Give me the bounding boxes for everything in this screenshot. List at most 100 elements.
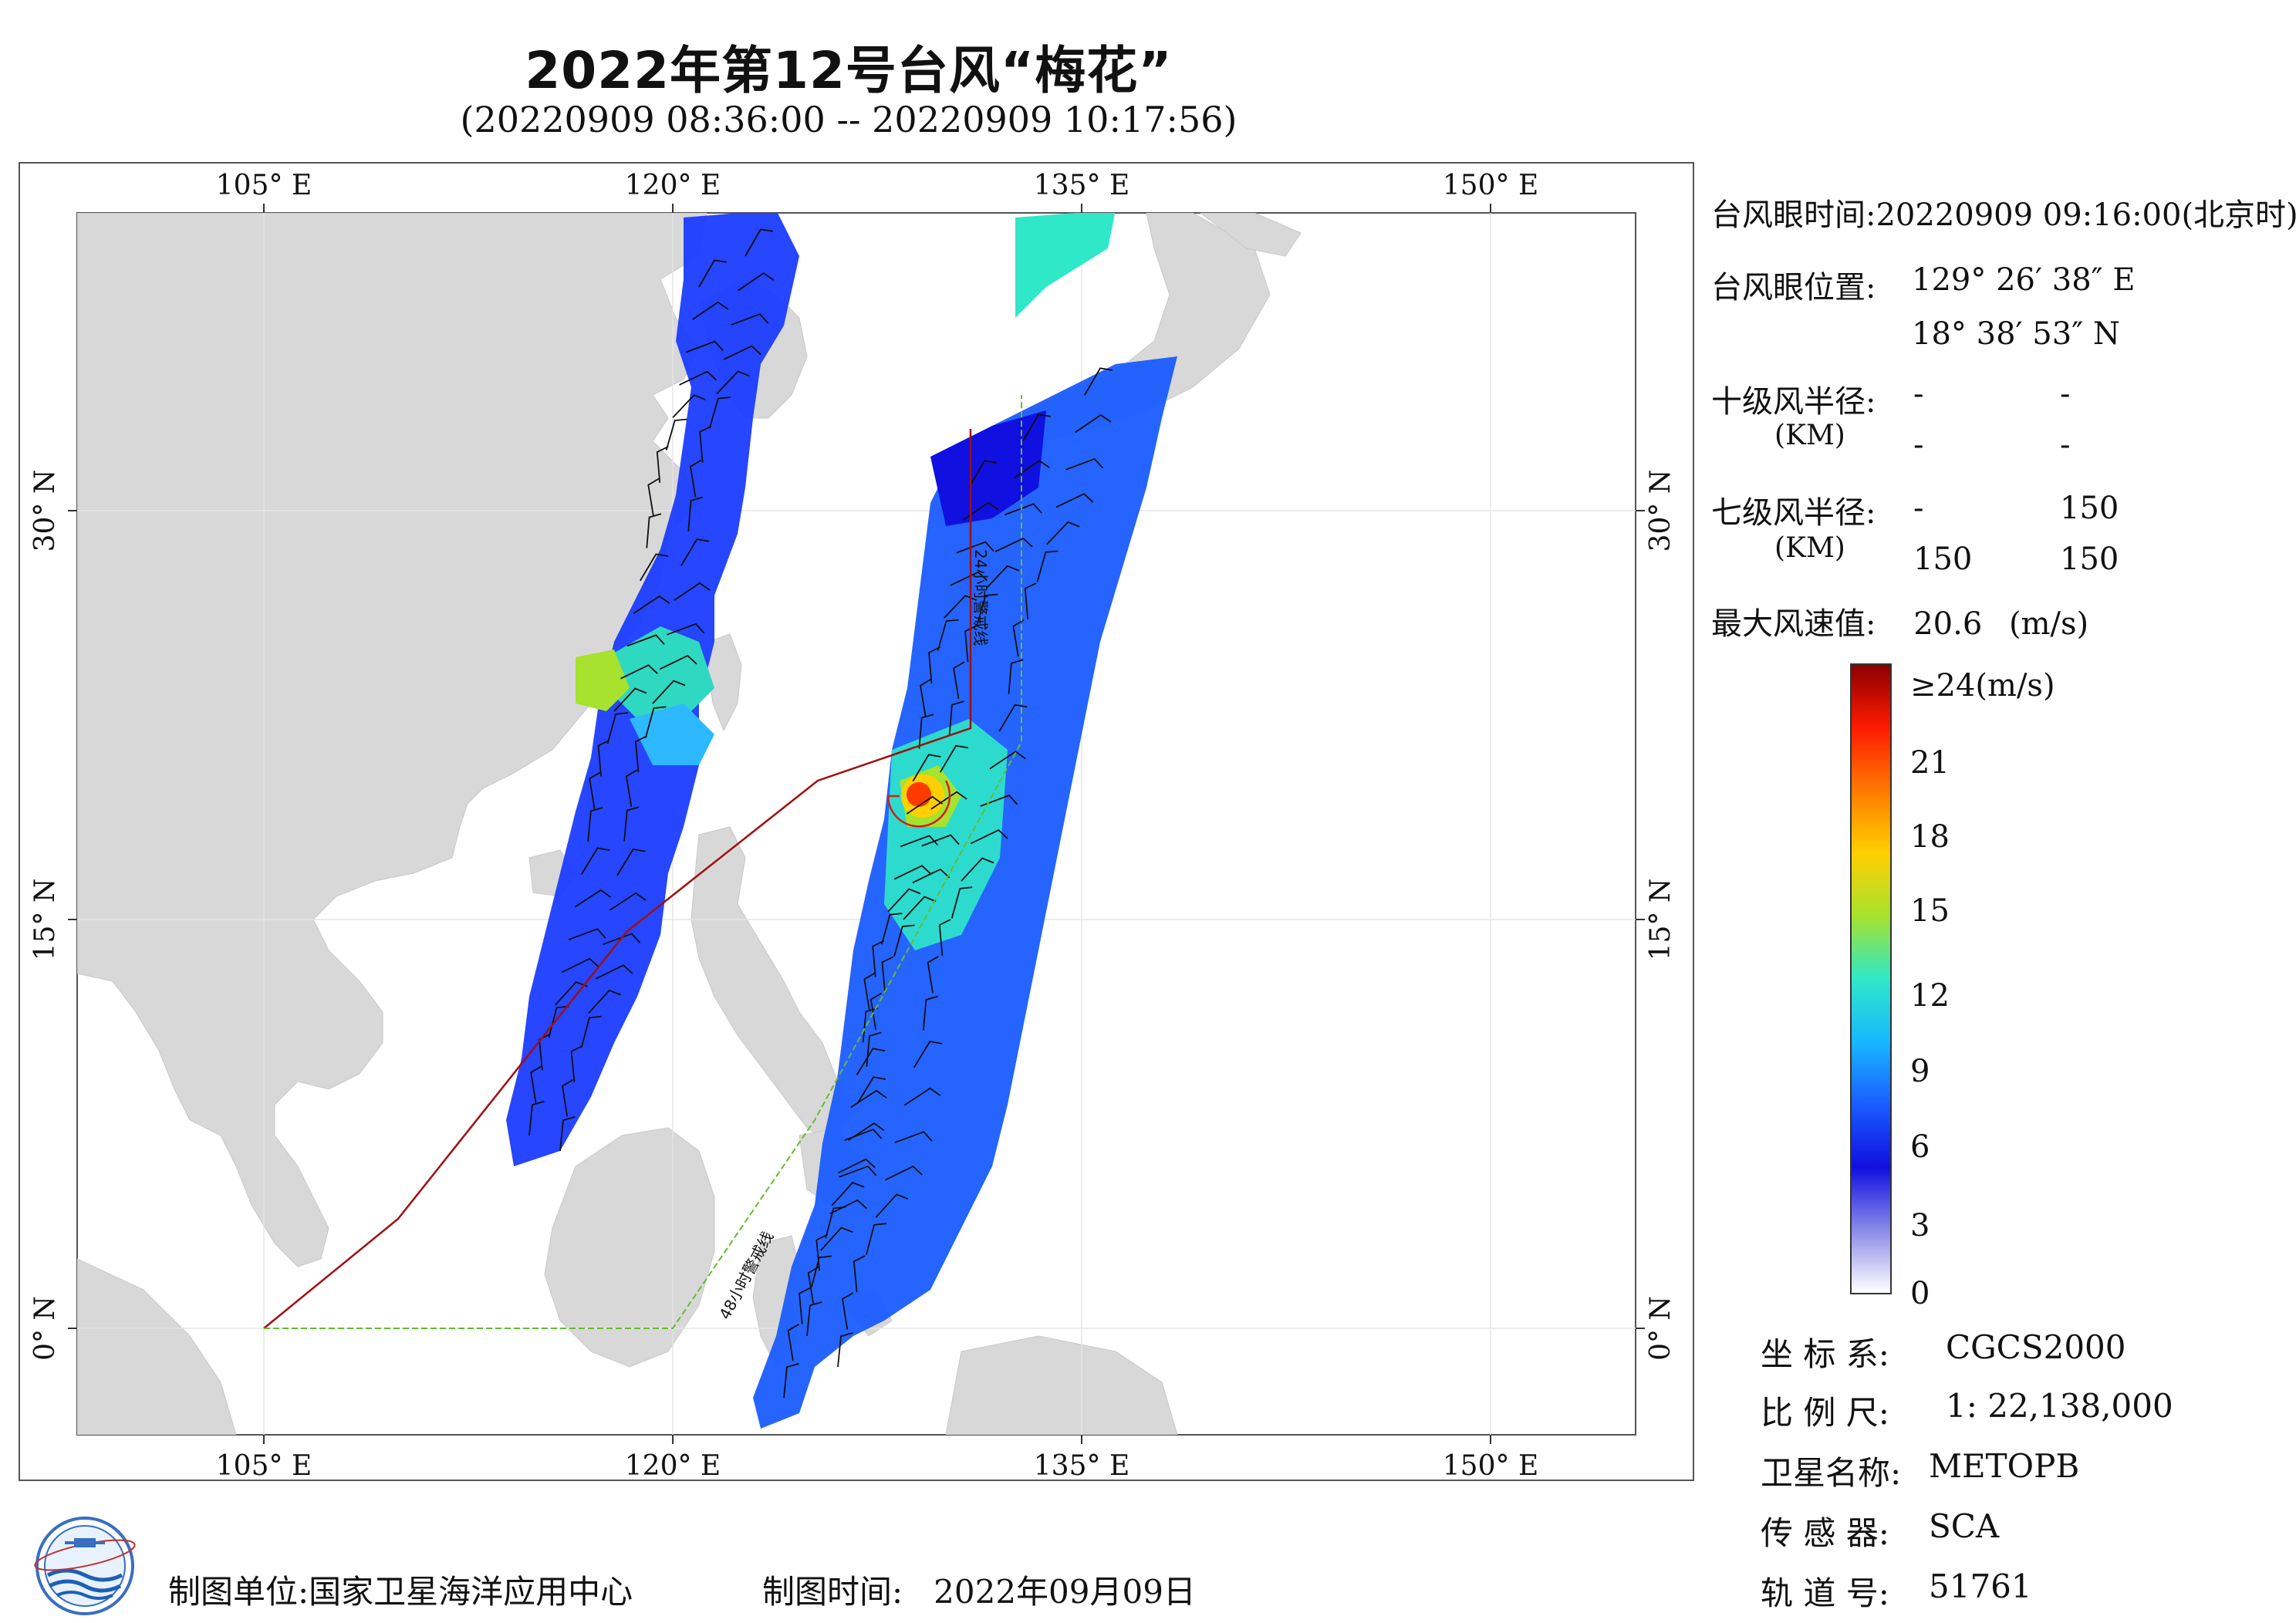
wind-barb [562, 1079, 574, 1117]
wind-barb [745, 228, 773, 257]
wind-barb [723, 345, 761, 360]
wind-barb [853, 1255, 866, 1293]
r7-value-ne: - [1913, 491, 1924, 526]
lon-label-bottom-135: 135° E [1034, 1450, 1129, 1480]
wind-barb [685, 340, 724, 353]
colorbar-label-3: 3 [1910, 1208, 1930, 1243]
wind-barb [856, 1076, 886, 1104]
wind-barb [699, 425, 711, 463]
wind-barb [989, 751, 1026, 770]
lat-label-left-0: 0° N [29, 1296, 61, 1361]
max-wind-row: 最大风速值: 20.6 (m/s) [1711, 599, 2088, 643]
east-swath-dark [930, 410, 1046, 526]
new-guinea-landmass [945, 1335, 1178, 1435]
wind-barb [652, 680, 686, 704]
orbit-value: 51761 [1929, 1567, 2032, 1605]
orbit-label: 轨 道 号: [1761, 1574, 1889, 1612]
colorbar-label-12: 12 [1910, 978, 1950, 1014]
wind-barb [815, 1233, 829, 1271]
wind-barb [903, 896, 937, 920]
wind-barb [893, 924, 915, 957]
max-wind-value: 20.6 [1913, 606, 1983, 642]
wind-barb [939, 744, 969, 773]
wind-barb [922, 995, 939, 1031]
wind-field-map: 24小时警戒线 48小时警戒线 105° E 120° E 135° E 150… [29, 170, 1676, 1480]
wind-barb [1046, 521, 1080, 545]
east-swath-north [1015, 213, 1116, 318]
wind-barb [950, 571, 988, 586]
crs-label: 坐 标 系: [1761, 1335, 1889, 1373]
wind-barb [839, 1165, 877, 1178]
r7-value-nw: 150 [2060, 542, 2119, 577]
wind-barb [625, 769, 638, 807]
wind-barb [856, 1048, 886, 1075]
wind-barb [866, 1223, 887, 1255]
wind-barb [928, 646, 940, 683]
wind-barb [568, 928, 606, 941]
sensor-label: 传 感 器: [1761, 1514, 1889, 1552]
wind-barb [968, 460, 997, 488]
wind-barb [807, 1266, 820, 1304]
wind-barb [613, 687, 647, 712]
date-label: 制图时间: [762, 1573, 903, 1611]
wind-barb [616, 848, 646, 876]
west-swath-highlight [606, 626, 714, 719]
wind-barb [912, 754, 941, 782]
wind-barb [656, 446, 669, 483]
wind-barb [831, 1182, 865, 1206]
eye-pos-label: 台风眼位置: [1711, 270, 1876, 305]
wind-barb [980, 795, 1018, 807]
lon-label-top-105: 105° E [216, 170, 312, 201]
wind-barb [1012, 619, 1025, 657]
wind-barb [646, 513, 662, 548]
wind-barb [623, 806, 640, 842]
date-value: 2022年09月09日 [934, 1573, 1196, 1611]
wind-barb [875, 1193, 909, 1218]
wind-barb [606, 712, 629, 744]
wind-barb [964, 625, 977, 663]
colorbar-label-24: ≥24(m/s) [1910, 668, 2055, 704]
sumatra-landmass [77, 1258, 237, 1435]
wind-barb [595, 964, 633, 980]
r10-label: 十级风半径: [1711, 384, 1876, 420]
wind-barb [938, 919, 951, 956]
wind-barb [691, 301, 729, 321]
wind-barb [633, 595, 670, 614]
wind-barb [530, 1065, 542, 1103]
wind-barb [944, 595, 977, 619]
wind-barb [1004, 503, 1042, 516]
wind-barb [589, 771, 601, 810]
wind-barb [597, 739, 610, 777]
wind-barb [640, 553, 669, 582]
wind-barb [1022, 413, 1051, 442]
wind-barb [1013, 460, 1050, 479]
scale-label: 比 例 尺: [1761, 1394, 1889, 1432]
date-row: 制图时间: 2022年09月09日 [762, 1566, 1196, 1613]
lon-label-bottom-105: 105° E [216, 1450, 312, 1480]
wind-barb [570, 1044, 583, 1082]
wind-barb [1036, 550, 1059, 582]
eye-lon-value: 129° 26′ 38″ E [1912, 262, 2136, 298]
typhoon-core-red [907, 782, 931, 807]
wind-barb [659, 654, 697, 670]
wind-barb [869, 992, 883, 1031]
wind-barb [930, 791, 967, 810]
wind-barb [950, 886, 973, 919]
colorbar-label-6: 6 [1910, 1129, 1930, 1165]
wind-barb [893, 865, 932, 880]
mainland-landmass [77, 213, 707, 1267]
wind-barb [665, 418, 687, 450]
wind-barb [680, 538, 710, 566]
wind-barb [698, 259, 727, 288]
wind-barb [580, 847, 610, 875]
wind-barb [806, 1301, 822, 1337]
wind-barb [603, 933, 641, 946]
r10-value-nw: - [2060, 427, 2071, 463]
lat-label-right-30: 30° N [1645, 470, 1676, 552]
sensor-value: SCA [1929, 1507, 2000, 1545]
wind-barb [559, 1116, 576, 1152]
max-wind-label: 最大风速值: [1711, 606, 1876, 642]
wind-barb [912, 868, 950, 884]
colorbar [1850, 663, 1892, 1294]
colorbar-label-9: 9 [1910, 1054, 1930, 1089]
